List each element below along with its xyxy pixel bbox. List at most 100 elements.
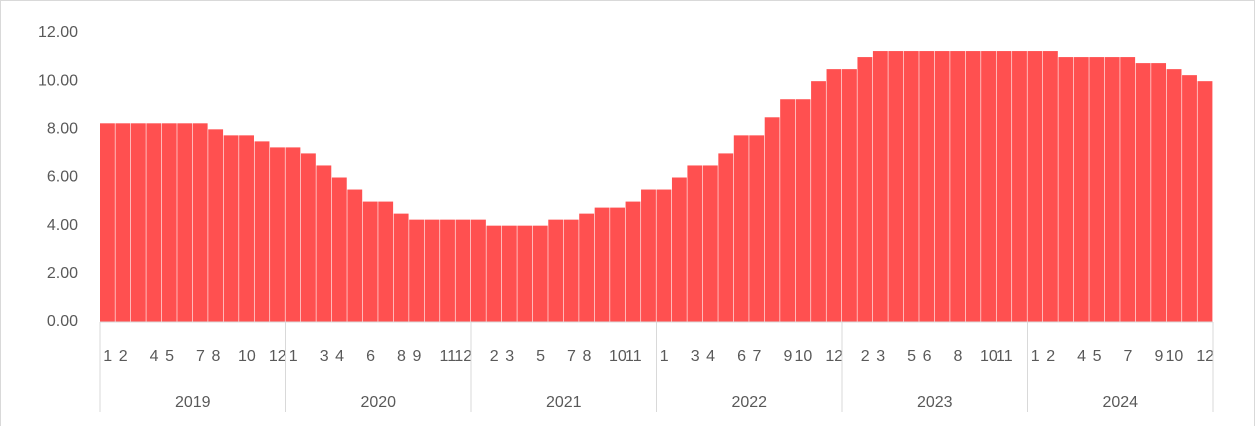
bar <box>100 123 115 322</box>
bar <box>486 225 502 322</box>
y-tick-label: 0.00 <box>47 313 78 330</box>
bar <box>718 153 734 322</box>
x-tick-label: 6 <box>366 348 375 365</box>
bar <box>347 189 363 322</box>
x-tick-label: 1 <box>660 348 669 365</box>
bar <box>1151 63 1167 323</box>
bar <box>115 123 131 322</box>
bar <box>687 165 703 322</box>
x-tick-label: 12 <box>269 348 287 365</box>
bar <box>656 189 672 322</box>
x-tick-label: 8 <box>582 348 591 365</box>
bar <box>208 129 224 322</box>
x-tick-label: 3 <box>505 348 514 365</box>
bar <box>393 213 409 322</box>
x-tick-label: 5 <box>536 348 545 365</box>
y-tick-label: 2.00 <box>47 265 78 282</box>
x-tick-label: 7 <box>1124 348 1133 365</box>
bar <box>192 123 208 322</box>
x-tick-label: 10 <box>794 348 812 365</box>
bar <box>548 219 564 322</box>
group-label: 2021 <box>546 394 582 411</box>
bar <box>1089 57 1105 322</box>
x-tick-label: 3 <box>320 348 329 365</box>
bar <box>130 123 146 322</box>
x-tick-label: 12 <box>454 348 472 365</box>
x-tick-label: 11 <box>996 348 1013 365</box>
x-tick-label: 5 <box>165 348 174 365</box>
x-tick-label: 7 <box>196 348 205 365</box>
bar <box>532 225 548 322</box>
x-tick-label: 11 <box>440 348 457 365</box>
y-tick-label: 4.00 <box>47 217 78 234</box>
x-tick-label: 4 <box>706 348 715 365</box>
x-tick-label: 2 <box>119 348 128 365</box>
bar <box>1135 63 1151 323</box>
bar <box>749 135 765 322</box>
bar <box>300 153 316 322</box>
bar <box>965 51 981 322</box>
x-tick-label: 1 <box>1031 348 1040 365</box>
bar <box>1058 57 1074 322</box>
bar <box>146 123 162 322</box>
bar <box>1042 51 1058 322</box>
bar <box>316 165 332 322</box>
x-tick-label: 10 <box>609 348 627 365</box>
x-tick-label: 10 <box>238 348 256 365</box>
bar <box>517 225 533 322</box>
x-tick-label: 7 <box>753 348 762 365</box>
x-tick-label: 3 <box>691 348 700 365</box>
bar <box>780 99 796 323</box>
bar <box>424 219 440 322</box>
x-tick-label: 8 <box>397 348 406 365</box>
group-label: 2022 <box>731 394 767 411</box>
x-tick-label: 11 <box>625 348 642 365</box>
group-label: 2023 <box>917 394 953 411</box>
bar <box>285 147 301 322</box>
bar <box>1104 57 1120 322</box>
bar <box>254 141 270 322</box>
x-tick-label: 1 <box>289 348 298 365</box>
bar <box>702 165 718 322</box>
bar <box>857 57 873 322</box>
bar <box>919 51 935 322</box>
bar <box>950 51 966 322</box>
x-tick-label: 2 <box>490 348 499 365</box>
x-tick-label: 8 <box>953 348 962 365</box>
bar <box>177 123 193 322</box>
bar <box>1073 57 1089 322</box>
x-tick-label: 6 <box>737 348 746 365</box>
group-label: 2024 <box>1102 394 1138 411</box>
x-tick-label: 4 <box>335 348 344 365</box>
bar <box>594 207 610 322</box>
y-tick-label: 6.00 <box>47 169 78 186</box>
bar <box>872 51 888 322</box>
x-tick-label: 7 <box>567 348 576 365</box>
bar <box>1166 69 1182 322</box>
bar <box>161 123 177 322</box>
bar <box>842 69 857 322</box>
bar <box>625 201 641 322</box>
bar <box>378 201 394 322</box>
bar <box>903 51 919 322</box>
x-tick-label: 6 <box>923 348 932 365</box>
x-tick-label: 8 <box>211 348 220 365</box>
bar <box>409 219 425 322</box>
group-label: 2019 <box>175 394 211 411</box>
x-tick-label: 2 <box>1046 348 1055 365</box>
bar <box>440 219 455 322</box>
x-tick-label: 9 <box>783 348 792 365</box>
bar <box>610 207 625 322</box>
bar <box>733 135 749 322</box>
x-tick-label: 1 <box>103 348 112 365</box>
bar <box>1182 75 1197 322</box>
x-tick-label: 5 <box>907 348 916 365</box>
x-tick-label: 4 <box>150 348 159 365</box>
y-tick-label: 12.00 <box>38 24 78 41</box>
bar <box>455 219 471 322</box>
bar <box>1197 81 1213 323</box>
bar <box>764 117 780 323</box>
bar <box>671 177 687 322</box>
bar <box>579 213 595 322</box>
